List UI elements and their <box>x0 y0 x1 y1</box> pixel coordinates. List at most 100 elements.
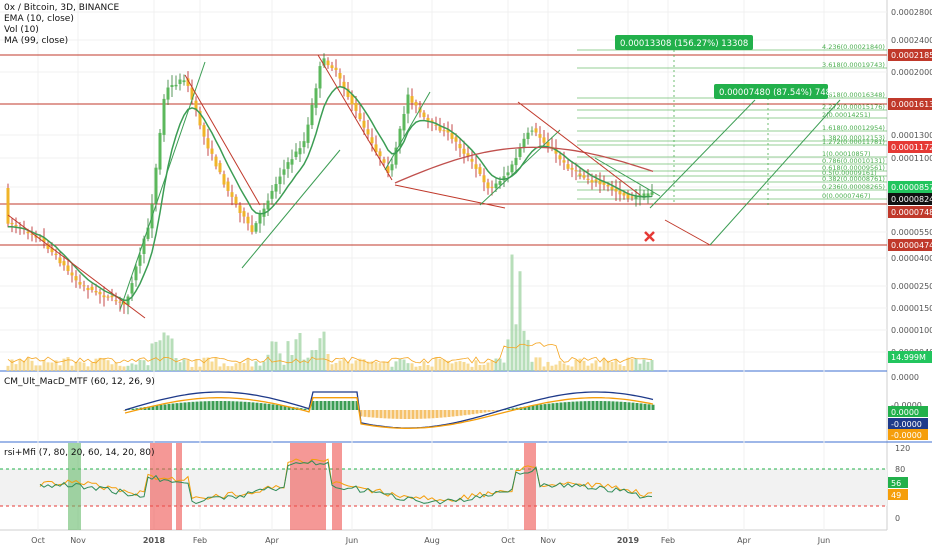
candle-body <box>406 94 410 114</box>
macd-histogram-bar <box>495 410 499 411</box>
volume-bar <box>250 366 254 371</box>
price-tag-text: 0.00016134 <box>891 100 932 109</box>
macd-histogram-bar <box>299 408 303 410</box>
volume-bar <box>378 363 382 371</box>
volume-bar <box>78 361 82 371</box>
price-tag-bg <box>888 141 932 153</box>
volume-bar <box>386 361 390 371</box>
target-x-icon <box>644 231 655 242</box>
volume-bar <box>234 363 238 371</box>
candle-body <box>486 182 490 189</box>
macd-histogram-bar <box>315 401 319 410</box>
candle-body <box>454 137 458 142</box>
candle-body <box>134 266 138 281</box>
rsi-tag-text: 49 <box>891 491 901 500</box>
macd-histogram-bar <box>259 403 263 410</box>
volume-bar <box>42 360 46 371</box>
volume-bar <box>206 357 210 371</box>
volume-bar <box>646 361 650 371</box>
macd-tag: -0.0000 <box>888 429 928 440</box>
vol-legend[interactable]: Vol (10) <box>4 25 39 35</box>
macd-tag-text: 0.0000 <box>891 408 919 417</box>
candle-body <box>182 80 186 83</box>
candle-body <box>578 173 582 176</box>
price-tag: 0.00007482 <box>888 206 932 218</box>
candle-body <box>290 159 294 165</box>
price-tag-text: 0.00007482 <box>891 208 932 217</box>
volume-bar <box>438 358 442 371</box>
trendlines[interactable] <box>7 54 841 319</box>
macd-histogram-bar <box>447 410 451 417</box>
macd-histogram-bar <box>355 401 359 410</box>
rsi-axis-label: 120 <box>895 444 910 453</box>
candle-body <box>342 81 346 89</box>
candle-body <box>414 102 418 106</box>
volume-bar <box>62 358 66 371</box>
trendline <box>594 157 661 197</box>
volume-bar <box>418 366 422 371</box>
ema-legend[interactable]: EMA (10, close) <box>4 14 74 24</box>
measure-box: 0.00013308 (156.27%) 13308 <box>615 35 753 50</box>
symbol-title[interactable]: 0x / Bitcoin, 3D, BINANCE <box>4 3 120 13</box>
candle-body <box>154 167 158 204</box>
candle-body <box>302 141 306 148</box>
macd-histogram-bar <box>211 401 215 410</box>
candle-body <box>482 175 486 183</box>
macd-tag-text: -0.0000 <box>891 431 922 440</box>
macd-legend[interactable]: CM_Ult_MacD_MTF (60, 12, 26, 9) <box>4 377 155 387</box>
macd-tag-text: -0.0000 <box>891 420 922 429</box>
volume-bar <box>590 363 594 371</box>
candle-body <box>506 172 510 176</box>
candle-body <box>458 143 462 149</box>
rsi-legend[interactable]: rsi+Mfi (7, 80, 20, 60, 14, 20, 80) <box>4 448 155 458</box>
volume-bar <box>202 357 206 371</box>
candle-body <box>210 148 214 154</box>
candle-body <box>298 148 302 155</box>
price-tag: 0.00016134 <box>888 98 932 110</box>
macd-histogram-bar <box>399 410 403 419</box>
time-axis-label: Feb <box>193 536 207 545</box>
macd-tag-bg <box>888 406 928 417</box>
volume-bar <box>566 365 570 371</box>
price-tag: 0.00021856 <box>888 49 932 61</box>
macd-histogram-bar <box>263 403 267 410</box>
candle-body <box>58 257 62 264</box>
macd-histogram-bar <box>603 401 607 410</box>
macd-histogram-bar <box>239 401 243 410</box>
measure-box-text: 0.00007480 (87.54%) 7480 <box>719 88 836 98</box>
fib-level-label: 1(0.00010857) <box>822 150 871 158</box>
macd-histogram-bar <box>267 403 271 410</box>
candles[interactable] <box>6 53 654 315</box>
volume-bar <box>306 357 310 371</box>
candle-body <box>642 193 646 198</box>
volume-bar <box>266 354 270 371</box>
macd-histogram-bar <box>179 402 183 410</box>
time-axis[interactable]: Oct Nov 2018 Feb Apr Jun Aug Oct Nov 2019 Feb Apr Ju… <box>31 536 830 545</box>
candle-body <box>334 67 338 71</box>
candle-body <box>650 192 654 195</box>
volume-bar <box>594 360 598 371</box>
candle-body <box>6 188 10 224</box>
macd-histogram-bar <box>587 401 591 410</box>
candle-body <box>366 129 370 135</box>
fib-extension[interactable]: 4.236(0.00021840) 3.618(0.00019743) 2.618(… <box>577 43 887 205</box>
volume-bar <box>446 360 450 371</box>
price-tag-bg <box>888 193 932 205</box>
time-axis-label: Apr <box>265 536 280 545</box>
macd-histogram-bar <box>175 403 179 410</box>
volume-bar <box>38 365 42 371</box>
ma-legend[interactable]: MA (99, close) <box>4 36 69 46</box>
rsi-tag-text: 56 <box>891 479 901 488</box>
time-axis-label: Feb <box>661 536 675 545</box>
volume-bar <box>134 364 138 371</box>
macd-histogram-bar <box>579 401 583 410</box>
volume-bar <box>458 361 462 371</box>
macd-histogram-bar <box>615 401 619 410</box>
volume-bar <box>570 366 574 371</box>
macd-histogram-bar <box>135 408 139 410</box>
volume-bar <box>482 364 486 371</box>
